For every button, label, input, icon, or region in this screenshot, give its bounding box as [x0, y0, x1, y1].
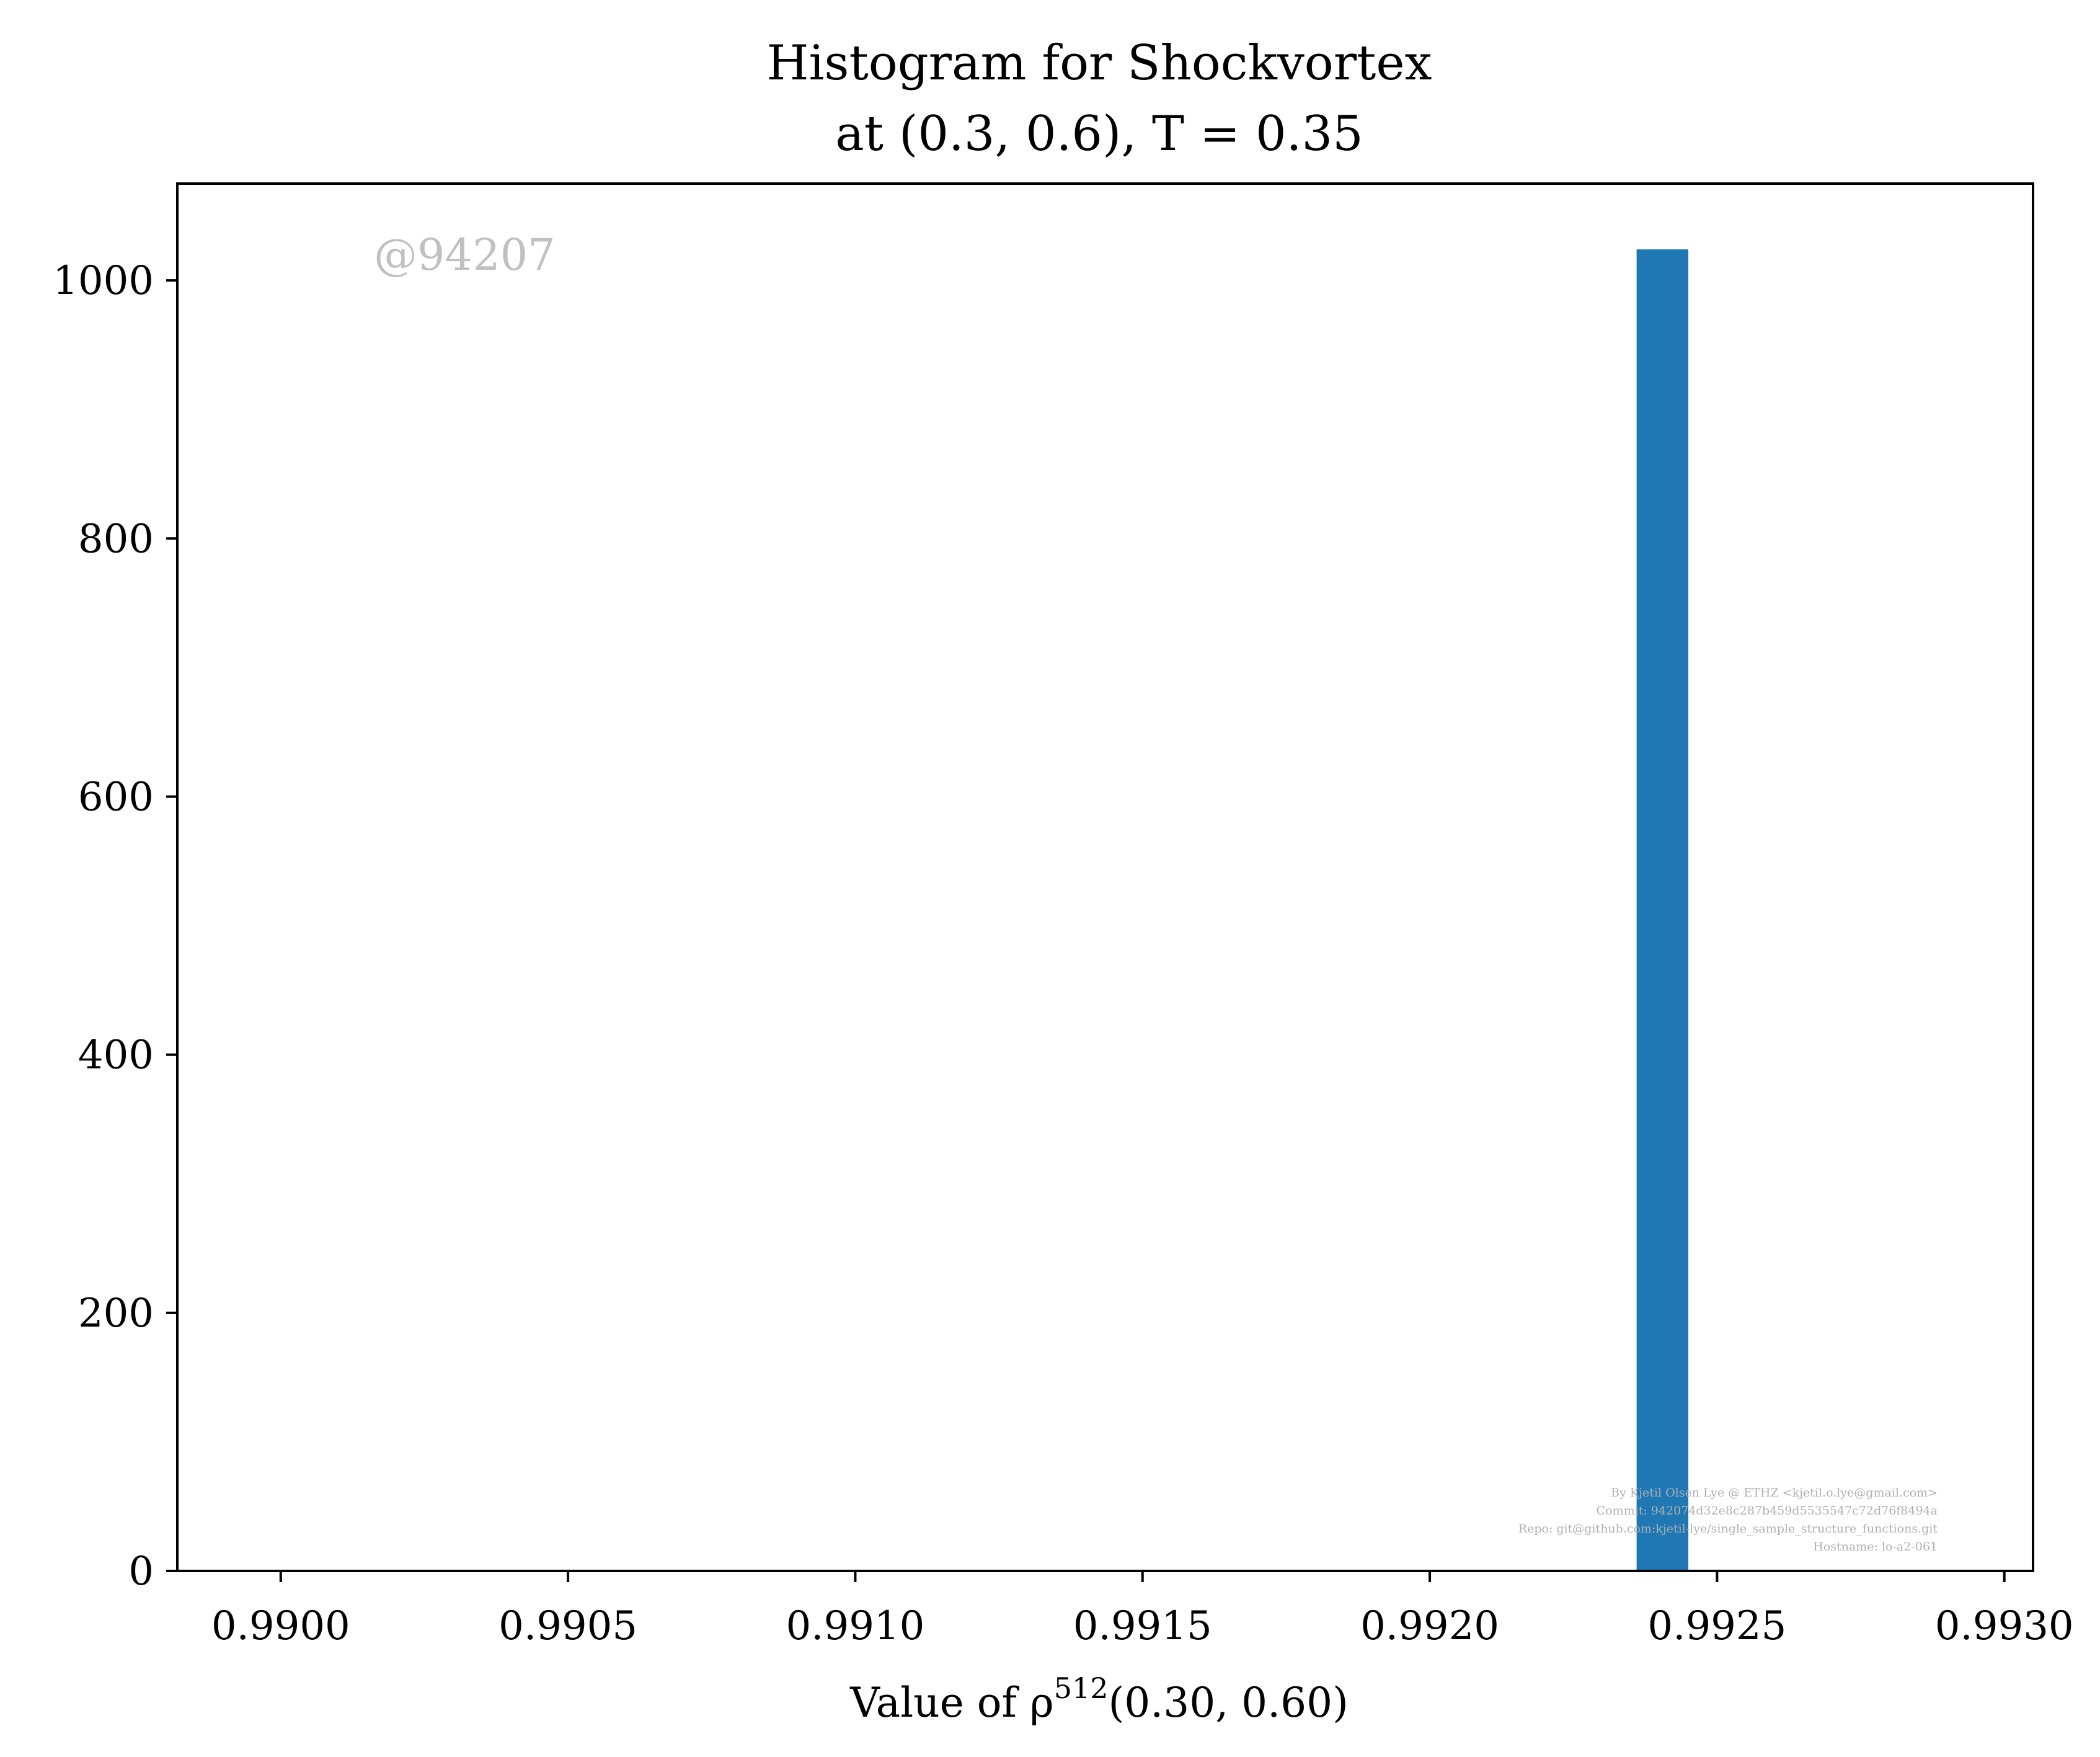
chart-title-line-1: Histogram for Shockvortex: [766, 35, 1432, 91]
x-axis-ticks: 0.9900 0.9905 0.9910 0.9915 0.9920 0.9925 0.99…: [211, 1571, 2074, 1649]
watermark-text: @94207: [374, 229, 556, 280]
y-tick-label: 200: [78, 1291, 154, 1337]
chart-title-line-2: at (0.3, 0.6), T = 0.35: [835, 106, 1363, 162]
y-tick-label: 600: [78, 774, 154, 820]
x-axis-label: Value of ρ512(0.30, 0.60): [849, 1671, 1349, 1727]
x-tick-label: 0.9915: [1073, 1603, 1212, 1649]
histogram-bar-0: [1636, 249, 1689, 1571]
x-tick-label: 0.9930: [1935, 1603, 2074, 1649]
footer-line-commit: Commit: 942074d32e8c287b459d5535547c72d7…: [1597, 1504, 1938, 1518]
x-tick-label: 0.9900: [211, 1603, 350, 1649]
y-tick-label: 0: [128, 1549, 154, 1595]
x-tick-label: 0.9905: [498, 1603, 637, 1649]
plot-footer-note: By Kjetil Olsen Lye @ ETHZ <kjetil.o.lye…: [1518, 1486, 1938, 1554]
x-tick-label: 0.9910: [786, 1603, 924, 1649]
x-tick-label: 0.9925: [1647, 1603, 1786, 1649]
histogram-bars: [1636, 249, 1689, 1571]
footer-line-repo: Repo: git@github.com:kjetil-lye/single_s…: [1518, 1522, 1938, 1536]
x-axis-label-prefix: Value of ρ: [849, 1679, 1054, 1727]
plot-frame: [176, 182, 2034, 1572]
y-axis-ticks: 0 200 400 600 800 1000: [53, 258, 177, 1595]
x-tick-label: 0.9920: [1360, 1603, 1499, 1649]
footer-line-hostname: Hostname: lo-a2-061: [1813, 1540, 1938, 1554]
x-axis-label-superscript: 512: [1054, 1671, 1109, 1705]
y-tick-label: 800: [78, 516, 154, 562]
y-tick-label: 1000: [53, 258, 154, 304]
x-axis-label-suffix: (0.30, 0.60): [1109, 1679, 1349, 1727]
y-tick-label: 400: [78, 1033, 154, 1079]
footer-line-author: By Kjetil Olsen Lye @ ETHZ <kjetil.o.lye…: [1611, 1486, 1938, 1500]
